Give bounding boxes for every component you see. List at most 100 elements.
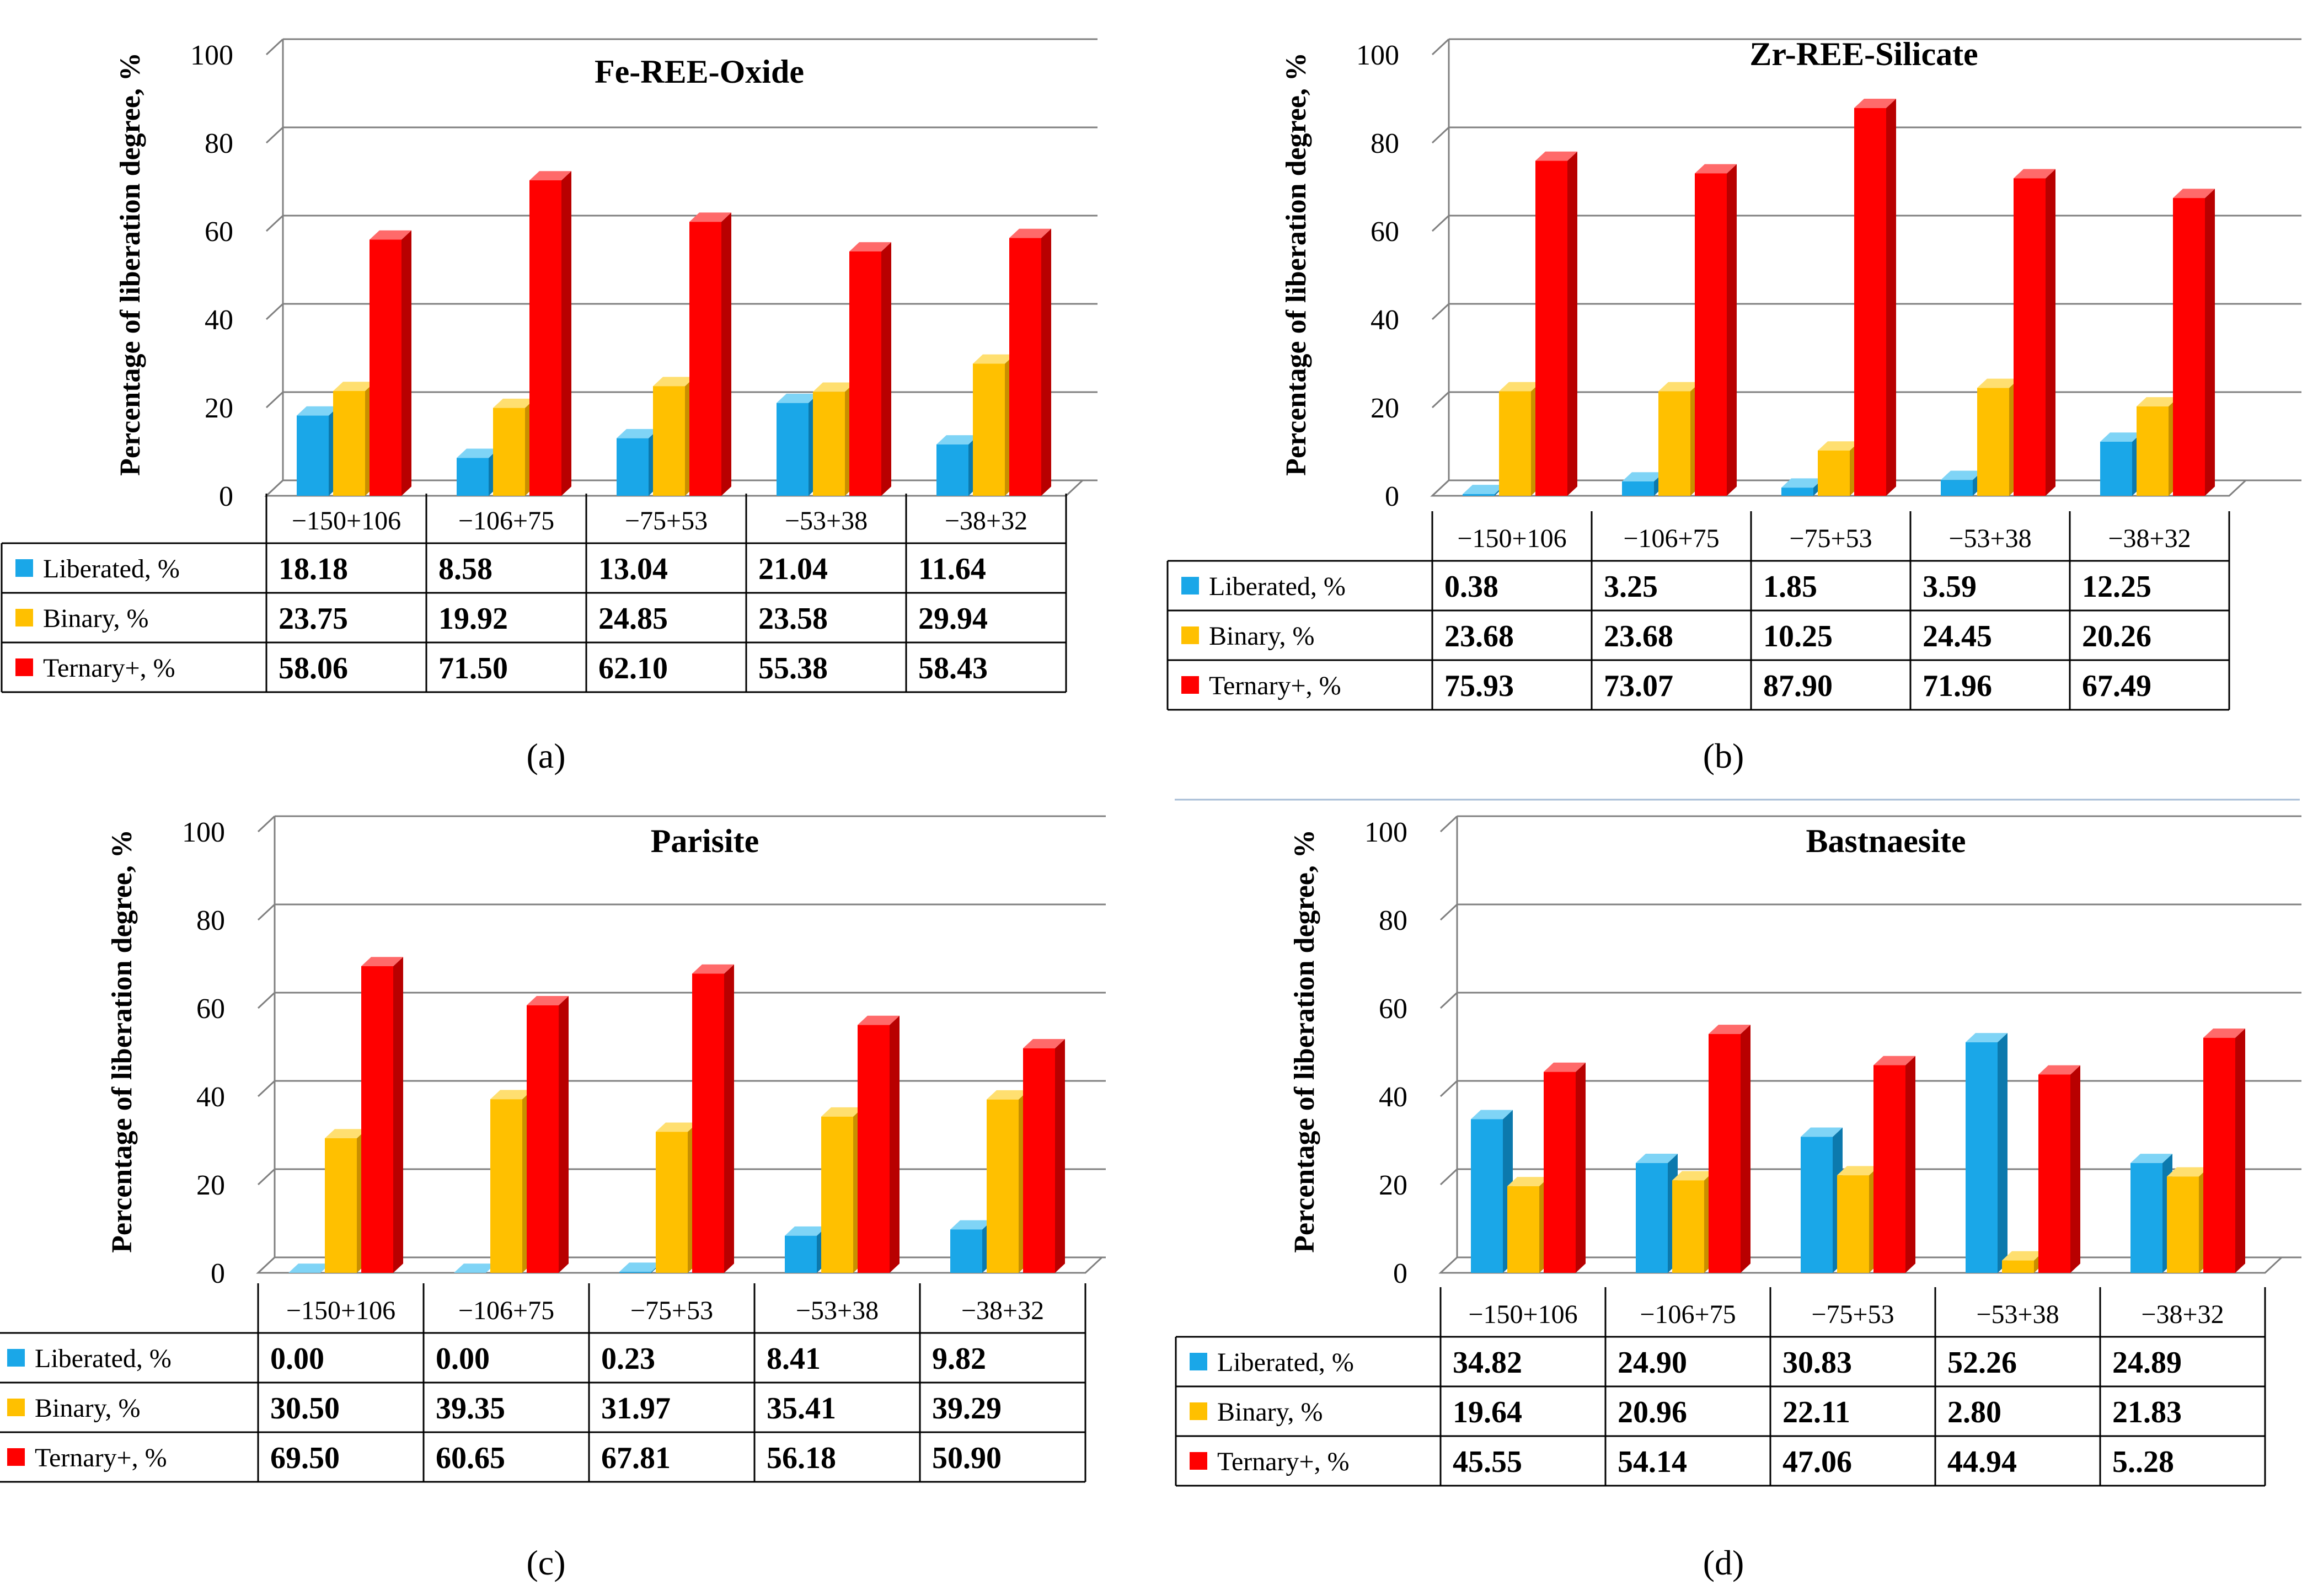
bar-front [297, 415, 329, 496]
gridline-side [1431, 391, 1450, 409]
bar-2-0 [370, 230, 411, 496]
gridline-side [1431, 126, 1450, 144]
bar-side [1055, 1039, 1065, 1273]
data-label: 23.68 [1604, 619, 1673, 654]
bar-top [297, 406, 339, 416]
bar-0-3 [1941, 470, 1983, 496]
y-axis-label: Percentage of liberation degree, % [106, 829, 138, 1253]
data-label: 45.55 [1453, 1445, 1522, 1479]
bar-front [2038, 1074, 2070, 1273]
bar-top [656, 1122, 698, 1132]
data-label: 8.41 [767, 1342, 821, 1376]
bar-front [2014, 178, 2046, 496]
bar-top [1658, 382, 1700, 392]
bar-side [1741, 1025, 1750, 1273]
data-label: 87.90 [1763, 669, 1833, 703]
bar-top [1023, 1039, 1065, 1048]
y-tick-label: 40 [205, 304, 233, 336]
data-label: 3.25 [1604, 570, 1658, 604]
y-tick-label: 80 [1371, 128, 1399, 159]
bar-front [1941, 480, 1973, 496]
chart-title: Zr-REE-Silicate [1749, 36, 1978, 72]
bar-top [1709, 1025, 1750, 1034]
data-label: 39.35 [436, 1391, 505, 1426]
data-label: 39.29 [932, 1391, 1002, 1426]
legend-label: Ternary+, % [35, 1443, 167, 1472]
bar-front [361, 966, 393, 1273]
bar-top [2002, 1251, 2044, 1261]
data-label: 54.14 [1618, 1445, 1687, 1479]
bar-side [721, 212, 731, 496]
bar-0-2 [1801, 1127, 1843, 1273]
gridline-side [1431, 38, 1450, 56]
bar-0-0 [297, 406, 339, 496]
bar-top [361, 957, 403, 966]
data-label: 69.50 [270, 1441, 340, 1475]
data-label: 18.18 [279, 552, 348, 586]
bar-0-2 [617, 429, 659, 496]
bar-front [1837, 1175, 1869, 1273]
bar-side [1041, 228, 1051, 496]
bar-2-2 [692, 964, 734, 1273]
data-label: 24.45 [1923, 619, 1992, 654]
bar-2-2 [1873, 1056, 1915, 1273]
bar-1-0 [333, 382, 375, 496]
bar-0-3 [785, 1226, 827, 1273]
gridline-side [1439, 992, 1458, 1009]
data-label: 47.06 [1782, 1445, 1852, 1479]
y-tick-label: 60 [205, 216, 233, 248]
legend-key [15, 609, 33, 626]
bar-front [325, 1138, 357, 1273]
bar-top [617, 429, 659, 438]
bar-2-3 [2014, 169, 2055, 496]
bar-side [724, 964, 734, 1273]
data-label: 71.96 [1923, 669, 1992, 703]
gridline-side [1431, 215, 1450, 232]
bar-top [653, 377, 695, 387]
bar-top [973, 354, 1015, 364]
legend-key [1190, 1452, 1207, 1470]
panel-label: (b) [1703, 736, 1744, 775]
legend-key [1190, 1353, 1207, 1370]
data-label: 0.38 [1444, 570, 1498, 604]
x-category-label: −75+53 [630, 1296, 713, 1325]
bar-top [2130, 1154, 2172, 1163]
legend-label: Liberated, % [1209, 572, 1346, 601]
bar-1-3 [813, 382, 855, 496]
bar-0-3 [1966, 1033, 2007, 1273]
bar-front [2130, 1163, 2162, 1273]
bar-top [692, 964, 734, 974]
data-label: 11.64 [918, 552, 986, 586]
data-label: 34.82 [1453, 1346, 1522, 1380]
bar-front [777, 403, 809, 496]
bar-front [1966, 1042, 1998, 1273]
bar-front [333, 391, 365, 496]
bar-side [1886, 99, 1896, 496]
legend-label: Ternary+, % [43, 654, 175, 683]
bar-front [490, 1099, 522, 1273]
bar-side [401, 230, 411, 496]
legend-label: Ternary+, % [1209, 671, 1341, 700]
y-axis-label: Percentage of liberation degree, % [1289, 829, 1320, 1253]
data-label: 0.00 [270, 1342, 324, 1376]
legend-key [1181, 626, 1199, 644]
bar-top [1636, 1154, 1678, 1163]
data-label: 24.85 [598, 602, 668, 636]
x-category-label: −75+53 [1789, 524, 1872, 553]
data-label: 50.90 [932, 1441, 1002, 1475]
bar-top [493, 398, 535, 408]
data-label: 12.25 [2082, 570, 2151, 604]
bar-2-3 [849, 242, 891, 496]
data-label: 30.50 [270, 1391, 340, 1426]
legend-label: Liberated, % [35, 1344, 172, 1373]
bar-2-3 [2038, 1065, 2080, 1273]
data-label: 23.75 [279, 602, 348, 636]
data-label: 71.50 [438, 651, 508, 685]
bar-front [1781, 488, 1813, 496]
y-tick-label: 100 [1356, 40, 1399, 71]
bar-top [1873, 1056, 1915, 1065]
data-label: 29.94 [918, 602, 988, 636]
bar-top [370, 230, 411, 240]
x-category-label: −75+53 [1811, 1300, 1894, 1329]
bar-top [777, 393, 818, 403]
